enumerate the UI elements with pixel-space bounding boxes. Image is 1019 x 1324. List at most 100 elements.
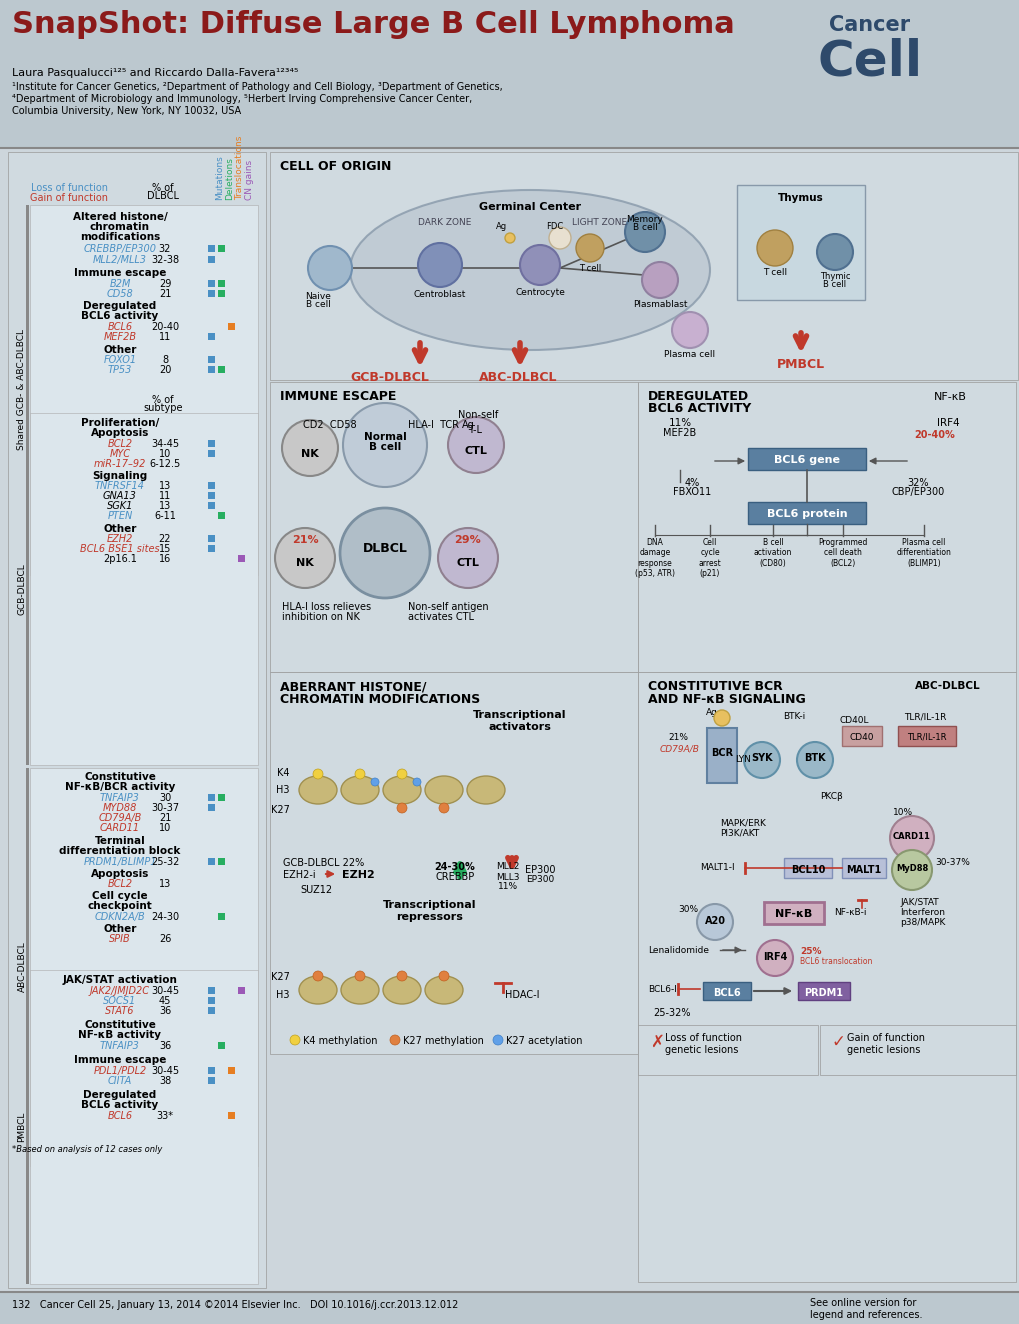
Text: MEF2B: MEF2B: [662, 428, 696, 438]
Text: NF-κB activity: NF-κB activity: [78, 1030, 161, 1039]
Text: B cell: B cell: [822, 279, 846, 289]
Text: Deletions: Deletions: [225, 158, 233, 200]
Bar: [208, 986, 215, 993]
Ellipse shape: [350, 191, 709, 350]
Ellipse shape: [382, 776, 421, 804]
Bar: [208, 290, 215, 297]
Text: HLA-I loss relieves: HLA-I loss relieves: [281, 602, 371, 612]
Circle shape: [548, 226, 571, 249]
Text: Constitutive: Constitutive: [84, 1019, 156, 1030]
Text: 32-38: 32-38: [151, 256, 179, 265]
Circle shape: [520, 245, 559, 285]
Text: TLR/IL-1R: TLR/IL-1R: [903, 712, 946, 722]
Text: JAK/STAT activation: JAK/STAT activation: [62, 974, 177, 985]
Text: CBP/EP300: CBP/EP300: [891, 487, 944, 496]
Bar: [208, 245, 215, 252]
Bar: [30, 970, 258, 1284]
Text: Loss of function: Loss of function: [664, 1033, 741, 1043]
Text: K4: K4: [277, 768, 289, 779]
Ellipse shape: [299, 976, 336, 1004]
Bar: [25, 970, 29, 1284]
Text: BCL6 BSE1 sites: BCL6 BSE1 sites: [81, 544, 160, 553]
Bar: [797, 982, 849, 1000]
Text: 11%: 11%: [667, 418, 691, 428]
Text: T cell: T cell: [762, 267, 787, 277]
Text: CD79A/B: CD79A/B: [98, 813, 142, 824]
Text: 20-40: 20-40: [151, 322, 179, 332]
Text: 30%: 30%: [678, 906, 697, 914]
Text: 10: 10: [159, 824, 171, 833]
Bar: [841, 858, 886, 878]
Text: TNFRSF14: TNFRSF14: [95, 481, 145, 491]
Bar: [208, 535, 215, 542]
Text: Other: Other: [103, 924, 137, 933]
Text: 30-45: 30-45: [151, 986, 179, 996]
Text: ✗: ✗: [649, 1033, 663, 1051]
Text: TNFAIP3: TNFAIP3: [100, 793, 140, 802]
Text: IMMUNE ESCAPE: IMMUNE ESCAPE: [280, 391, 396, 402]
Text: BCL6: BCL6: [107, 1111, 132, 1121]
Text: Memory: Memory: [626, 214, 662, 224]
Text: BCL6 translocation: BCL6 translocation: [799, 957, 871, 967]
Text: PKCβ: PKCβ: [819, 792, 842, 801]
Bar: [228, 1112, 235, 1119]
Circle shape: [342, 402, 427, 487]
Text: CARD11: CARD11: [100, 824, 140, 833]
Text: Immune escape: Immune escape: [73, 1055, 166, 1064]
Circle shape: [281, 420, 337, 477]
Bar: [270, 152, 1017, 380]
Text: 30-37: 30-37: [151, 802, 179, 813]
Text: 29: 29: [159, 279, 171, 289]
Text: 10: 10: [159, 449, 171, 459]
Text: 8: 8: [162, 355, 168, 365]
Text: 20: 20: [159, 365, 171, 375]
Circle shape: [713, 710, 730, 726]
Text: 24-30%: 24-30%: [434, 862, 475, 873]
Bar: [0, 1292, 1019, 1324]
Text: NF-κB/BCR activity: NF-κB/BCR activity: [65, 782, 175, 792]
Text: 13: 13: [159, 500, 171, 511]
Text: BCL2: BCL2: [107, 440, 132, 449]
Text: CTL: CTL: [464, 446, 487, 455]
Text: % of: % of: [152, 183, 173, 193]
Text: Apoptosis: Apoptosis: [91, 869, 149, 879]
Text: Columbia University, New York, NY 10032, USA: Columbia University, New York, NY 10032,…: [12, 106, 240, 117]
Text: B2M: B2M: [109, 279, 130, 289]
Text: PRDM1: PRDM1: [804, 988, 843, 998]
Bar: [897, 726, 955, 745]
Text: repressors: repressors: [396, 912, 463, 922]
Text: NF-κB: NF-κB: [932, 392, 965, 402]
Text: subtype: subtype: [143, 402, 182, 413]
Text: 36: 36: [159, 1006, 171, 1016]
Text: T-L: T-L: [468, 425, 482, 436]
Text: PMBCL: PMBCL: [17, 1112, 26, 1143]
Text: BTK-i: BTK-i: [783, 712, 804, 722]
Text: Deregulated: Deregulated: [84, 301, 157, 311]
Text: Constitutive: Constitutive: [84, 772, 156, 782]
Text: differentiation block: differentiation block: [59, 846, 180, 857]
Text: DLBCL: DLBCL: [362, 542, 407, 555]
Bar: [30, 205, 258, 575]
Text: AND NF-κB SIGNALING: AND NF-κB SIGNALING: [647, 692, 805, 706]
Text: BCR: BCR: [710, 748, 733, 759]
Text: miR-17–92: miR-17–92: [94, 459, 146, 469]
Bar: [841, 726, 881, 745]
Bar: [25, 413, 29, 765]
Bar: [208, 356, 215, 363]
Text: Translocations: Translocations: [234, 135, 244, 200]
Text: 6-12.5: 6-12.5: [149, 459, 180, 469]
Text: p38/MAPK: p38/MAPK: [899, 918, 945, 927]
Circle shape: [396, 769, 407, 779]
Bar: [270, 383, 637, 673]
Text: 13: 13: [159, 481, 171, 491]
Text: genetic lesions: genetic lesions: [846, 1045, 919, 1055]
Text: Centroblast: Centroblast: [414, 290, 466, 299]
Text: Cancer: Cancer: [828, 15, 910, 34]
Text: FOXO1: FOXO1: [103, 355, 137, 365]
Bar: [218, 245, 225, 252]
Bar: [208, 1006, 215, 1013]
Text: ⁴Department of Microbiology and Immunology, ⁵Herbert Irving Comprehensive Cancer: ⁴Department of Microbiology and Immunolo…: [12, 94, 472, 105]
Bar: [208, 440, 215, 446]
Text: Proliferation/: Proliferation/: [81, 418, 159, 428]
Text: CD58: CD58: [107, 289, 133, 299]
